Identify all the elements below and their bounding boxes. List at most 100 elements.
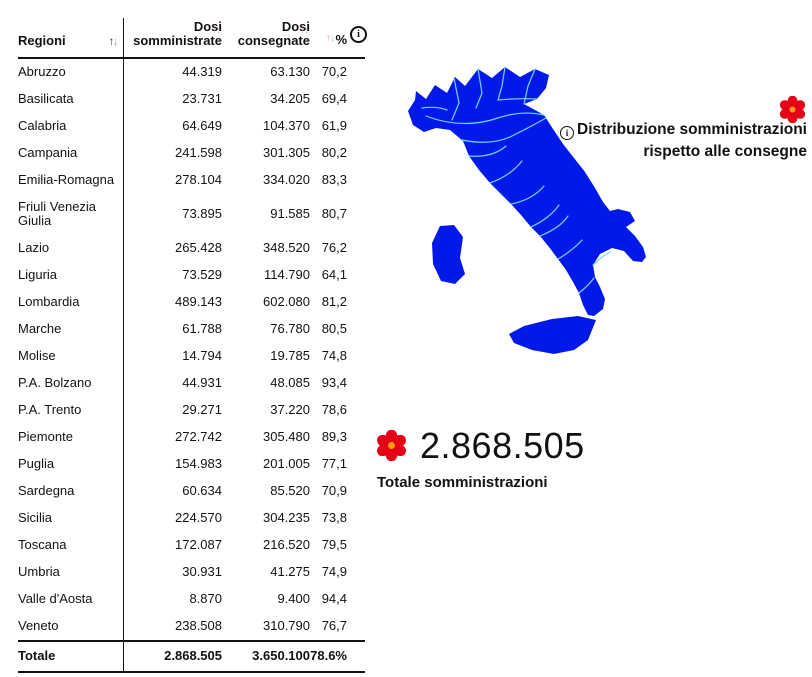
percent: 89,3 [321,429,347,444]
table-row: Liguria 73.529 114.790 64,1 [18,262,365,289]
sort-icon[interactable]: ↑↓ [212,25,221,36]
italy-map-svg [408,66,646,354]
sicily [509,316,596,354]
info-icon[interactable]: i [350,26,367,43]
column-header-regioni[interactable]: Regioni ↑↓ [18,18,124,59]
doses-delivered: 48.085 [270,375,310,390]
region-name: Emilia-Romagna [18,167,124,194]
table-row: Puglia 154.983 201.005 77,1 [18,451,365,478]
table-row: Emilia-Romagna 278.104 334.020 83,3 [18,167,365,194]
doses-delivered: 348.520 [263,240,310,255]
percent: 83,3 [321,172,347,187]
column-header-consegnate[interactable]: Dosi consegnate ↑↓ [222,18,310,59]
percent: 73,8 [321,510,347,525]
doses-delivered: 305.480 [263,429,310,444]
percent: 76,2 [321,240,347,255]
doses-delivered: 114.790 [263,267,310,282]
percent: 81,2 [321,294,347,309]
region-name: Basilicata [18,86,124,113]
total-doses-delivered: 3.650.100 [222,640,310,673]
doses-delivered: 63.130 [270,64,310,79]
table-row: Friuli Venezia Giulia 73.895 91.585 80,7 [18,194,365,235]
percent: 76,7 [321,618,347,633]
doses-administered: 272.742 [175,429,222,444]
doses-administered: 238.508 [175,618,222,633]
table-row: Sicilia 224.570 304.235 73,8 [18,505,365,532]
table-row: Veneto 238.508 310.790 76,7 [18,613,365,641]
doses-delivered: 85.520 [270,483,310,498]
info-icon[interactable]: i [560,126,575,140]
region-borders [421,66,611,294]
doses-delivered: 37.220 [270,402,310,417]
column-label-line1: Dosi [193,19,222,34]
doses-delivered: 602.080 [263,294,310,309]
column-label-line1: Dosi [281,19,310,34]
column-header-somministrate[interactable]: Dosi somministrate ↑↓ [123,18,222,59]
doses-delivered: 91.585 [270,206,310,221]
doses-administered: 224.570 [175,510,222,525]
column-label-percent: % [335,32,347,47]
percent: 78,6 [321,402,347,417]
region-name: Veneto [18,613,124,641]
percent: 94,4 [321,591,347,606]
table-row: Lazio 265.428 348.520 76,2 [18,235,365,262]
doses-administered: 241.598 [175,145,222,160]
italy-mainland [408,67,646,316]
sort-icon[interactable]: ↑↓ [300,25,309,36]
table-row: Toscana 172.087 216.520 79,5 [18,532,365,559]
region-name: Lombardia [18,289,124,316]
doses-delivered: 76.780 [270,321,310,336]
doses-delivered: 301.305 [263,145,310,160]
doses-administered: 172.087 [175,537,222,552]
doses-administered: 278.104 [175,172,222,187]
percent: 80,7 [321,206,347,221]
table-row: Basilicata 23.731 34.205 69,4 [18,86,365,113]
total-administered-value: 2.868.505 [420,425,585,466]
doses-delivered: 41.275 [270,564,310,579]
doses-administered: 44.319 [182,64,222,79]
doses-delivered: 310.790 [263,618,310,633]
doses-delivered: 304.235 [263,510,310,525]
doses-administered: 29.271 [182,402,222,417]
region-name: Campania [18,140,124,167]
map-caption-line1: Distribuzione somministrazioni [577,121,807,138]
percent: 69,4 [321,91,347,106]
italy-map[interactable] [402,58,652,362]
region-name: P.A. Bolzano [18,370,124,397]
region-name: Puglia [18,451,124,478]
sort-icon[interactable]: ↑↓ [325,32,335,44]
table-row: Valle d'Aosta 8.870 9.400 94,4 [18,586,365,613]
doses-administered: 30.931 [182,564,222,579]
region-name: Sardegna [18,478,124,505]
percent: 77,1 [321,456,347,471]
doses-administered: 8.870 [189,591,222,606]
doses-delivered: 334.020 [263,172,310,187]
region-name: Umbria [18,559,124,586]
percent: 61,9 [321,118,347,133]
region-name: Liguria [18,262,124,289]
table-row: Marche 61.788 76.780 80,5 [18,316,365,343]
region-name: Marche [18,316,124,343]
doses-delivered: 201.005 [263,456,310,471]
region-name: Abruzzo [18,58,124,86]
table-row: Campania 241.598 301.305 80,2 [18,140,365,167]
percent: 79,5 [321,537,347,552]
regions-table: Regioni ↑↓ Dosi somministrate ↑↓ Dosi con… [18,18,365,673]
doses-delivered: 9.400 [277,591,310,606]
total-administered-label: Totale somministrazioni [377,474,548,491]
total-percent: 78.6% [310,640,365,673]
percent: 74,9 [321,564,347,579]
doses-administered: 73.895 [182,206,222,221]
percent: 74,8 [321,348,347,363]
sort-icon[interactable]: ↑↓ [108,34,119,48]
doses-delivered: 104.370 [263,118,310,133]
doses-delivered: 34.205 [270,91,310,106]
region-name: Molise [18,343,124,370]
table-row: Lombardia 489.143 602.080 81,2 [18,289,365,316]
percent: 80,2 [321,145,347,160]
table-row: Umbria 30.931 41.275 74,9 [18,559,365,586]
map-caption-line2: rispetto alle consegne [643,143,807,160]
table-row: Abruzzo 44.319 63.130 70,2 [18,58,365,86]
region-name: Valle d'Aosta [18,586,124,613]
table-row: Molise 14.794 19.785 74,8 [18,343,365,370]
